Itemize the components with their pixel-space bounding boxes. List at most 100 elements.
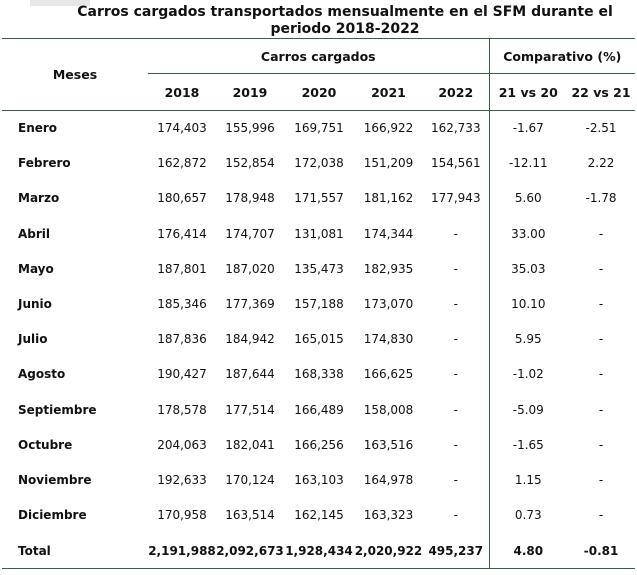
value-cell: -	[453, 437, 458, 452]
value-cell: -	[453, 367, 458, 382]
comparison-cell: -	[598, 297, 604, 312]
month-cell: Abril	[18, 226, 51, 241]
header-group-comparativo: Comparativo (%)	[488, 38, 636, 74]
table-row: Febrero 162,872 152,854 172,038 151,209 154,5…	[2, 145, 635, 181]
table-row: Abril 176,414 174,707 131,081 174,344 - 33.00 -	[2, 216, 635, 252]
comparison-cell: 5.95	[488, 321, 568, 357]
value-cell: 174,403	[157, 121, 207, 136]
comparison-cell: -	[598, 261, 604, 276]
value-cell: 162,733	[430, 121, 481, 136]
comparison-cell: -	[598, 472, 604, 487]
value-cell: 173,070	[363, 297, 414, 312]
month-cell: Marzo	[18, 191, 60, 206]
table-row: Marzo 180,657 178,948 171,557 181,162 177,943…	[2, 180, 635, 217]
month-cell: Febrero	[18, 156, 71, 171]
comparison-cell: 35.03	[488, 251, 568, 287]
value-cell: 165,015	[294, 332, 344, 347]
value-cell: 162,872	[157, 156, 207, 171]
value-cell: 158,008	[363, 402, 414, 417]
table-row: Octubre 204,063 182,041 166,256 163,516 - -1.6…	[2, 427, 635, 463]
value-cell: 2,020,922	[354, 543, 423, 558]
value-cell: 166,625	[363, 367, 414, 382]
header-year: 2020	[301, 84, 337, 100]
value-cell: 187,801	[157, 261, 207, 276]
comparison-cell: 33.00	[488, 216, 568, 252]
header-year: 2018	[164, 84, 200, 100]
header-group-carros: Carros cargados	[148, 38, 490, 74]
table-row: Enero 174,403 155,996 169,751 166,922 162,733…	[2, 110, 635, 146]
comparison-cell: -5.09	[488, 392, 568, 428]
value-cell: 152,854	[225, 156, 275, 171]
value-cell: 166,256	[294, 437, 344, 452]
month-cell: Junio	[18, 297, 52, 312]
table-row: Diciembre 170,958 163,514 162,145 163,323 - 0.…	[2, 497, 635, 533]
comparison-cell: -1.67	[488, 110, 568, 146]
comparison-cell: -1.65	[488, 427, 568, 463]
value-cell: 2,191,988	[148, 543, 216, 558]
value-cell: 176,414	[157, 226, 207, 241]
table-row: Julio 187,836 184,942 165,015 174,830 - 5.95 -	[2, 321, 635, 357]
table-row: Agosto 190,427 187,644 168,338 166,625 - -1.02…	[2, 356, 635, 392]
comparison-cell: -	[598, 508, 604, 523]
value-cell: -	[453, 261, 458, 276]
comparison-cell: -12.11	[488, 145, 568, 181]
value-cell: 166,922	[363, 121, 414, 136]
value-cell: -	[453, 472, 458, 487]
value-cell: 170,958	[157, 508, 207, 523]
value-cell: -	[453, 226, 458, 241]
comparison-cell: -1.78	[585, 191, 617, 206]
value-cell: 163,514	[225, 508, 275, 523]
comparison-cell: 1.15	[488, 462, 568, 498]
value-cell: 163,103	[294, 472, 344, 487]
comparison-cell: -	[598, 437, 604, 452]
header-months: Meses	[52, 67, 98, 82]
table-row: Mayo 187,801 187,020 135,473 182,935 - 35.03 -	[2, 251, 635, 287]
value-cell: 174,830	[363, 332, 414, 347]
value-cell: 162,145	[294, 508, 344, 523]
value-cell: 169,751	[294, 121, 344, 136]
value-cell: 185,346	[157, 297, 207, 312]
value-cell: 177,369	[225, 297, 275, 312]
table-row: Noviembre 192,633 170,124 163,103 164,978 - 1.…	[2, 462, 635, 498]
value-cell: 151,209	[363, 156, 414, 171]
month-cell: Septiembre	[18, 402, 97, 417]
comparison-cell: -0.81	[583, 543, 619, 558]
header-comparison: 22 vs 21	[571, 84, 631, 100]
table-row: Septiembre 178,578 177,514 166,489 158,008 - -…	[2, 392, 635, 428]
value-cell: 154,561	[430, 156, 481, 171]
value-cell: 155,996	[225, 121, 275, 136]
comparison-cell: 0.73	[488, 497, 568, 533]
value-cell: 172,038	[294, 156, 344, 171]
comparison-cell: 4.80	[488, 532, 568, 569]
comparison-cell: -	[598, 226, 604, 241]
value-cell: 163,516	[363, 437, 414, 452]
header-year: 2022	[438, 84, 474, 100]
data-table: Meses Carros cargados Comparativo (%) 20…	[2, 38, 636, 569]
value-cell: 204,063	[157, 437, 207, 452]
value-cell: 131,081	[294, 226, 344, 241]
value-cell: 168,338	[294, 367, 344, 382]
value-cell: -	[453, 402, 458, 417]
value-cell: 166,489	[294, 402, 344, 417]
value-cell: 187,020	[225, 261, 275, 276]
value-cell: 180,657	[157, 191, 207, 206]
decorative-tag	[30, 0, 90, 6]
comparison-cell: 10.10	[488, 286, 568, 322]
comparison-cell: -2.51	[585, 121, 617, 136]
month-cell: Diciembre	[18, 508, 87, 523]
value-cell: 192,633	[157, 472, 207, 487]
value-cell: 163,323	[363, 508, 414, 523]
value-cell: 178,578	[157, 402, 207, 417]
value-cell: -	[453, 508, 458, 523]
month-cell: Octubre	[18, 437, 73, 452]
value-cell: 177,943	[430, 191, 481, 206]
value-cell: 1,928,434	[285, 543, 353, 558]
value-cell: 174,344	[363, 226, 414, 241]
value-cell: 190,427	[157, 367, 207, 382]
value-cell: 178,948	[225, 191, 275, 206]
comparison-cell: -	[598, 367, 604, 382]
month-cell: Julio	[18, 332, 48, 347]
month-cell: Enero	[18, 121, 58, 136]
value-cell: -	[453, 297, 458, 312]
value-cell: 187,644	[225, 367, 275, 382]
